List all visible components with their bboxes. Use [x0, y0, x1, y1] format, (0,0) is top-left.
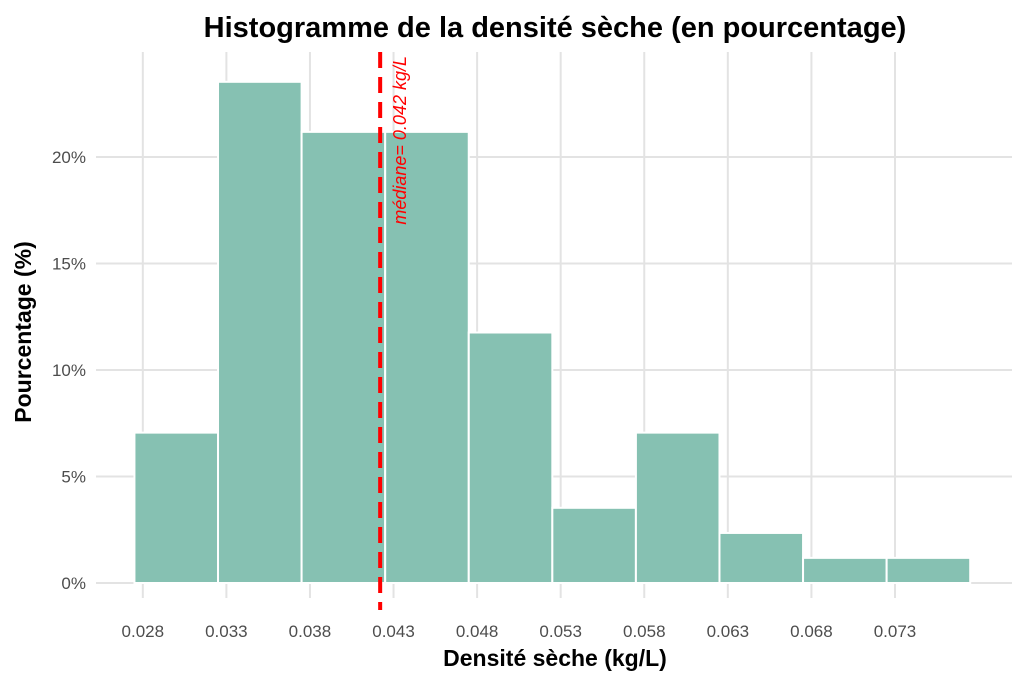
median-label: médiane= 0.042 kg/L	[390, 56, 410, 225]
histogram-bar	[300, 130, 387, 584]
histogram-bar	[384, 130, 470, 584]
histogram-bar	[551, 506, 637, 585]
histogram-bar	[718, 531, 805, 585]
x-tick-label: 0.033	[205, 622, 248, 641]
chart-title: Histogramme de la densité sèche (en pour…	[204, 12, 907, 44]
histogram-bar	[634, 431, 721, 585]
x-axis-ticks: 0.028 0.033 0.038 0.043 0.048 0.053 0.058 0.063…	[122, 622, 917, 641]
x-tick-label: 0.048	[456, 622, 499, 641]
x-tick-label: 0.038	[289, 622, 332, 641]
y-tick-label: 0%	[61, 574, 86, 593]
histogram-bar	[802, 556, 888, 585]
median-marker: médiane= 0.042 kg/L	[378, 52, 410, 610]
histogram-bar	[885, 556, 972, 585]
bars	[133, 80, 972, 585]
grid	[96, 52, 1012, 598]
x-tick-label: 0.028	[122, 622, 165, 641]
histogram-bar	[467, 331, 554, 584]
x-tick-label: 0.068	[790, 622, 833, 641]
x-axis-title: Densité sèche (kg/L)	[443, 645, 667, 671]
y-tick-label: 15%	[52, 255, 86, 274]
y-axis-ticks: 0% 5% 10% 15% 20%	[52, 148, 86, 593]
y-tick-label: 5%	[61, 468, 86, 487]
y-tick-label: 10%	[52, 361, 86, 380]
y-tick-label: 20%	[52, 148, 86, 167]
x-tick-label: 0.073	[874, 622, 917, 641]
x-tick-label: 0.058	[623, 622, 666, 641]
histogram-bar	[133, 431, 220, 585]
x-tick-label: 0.043	[372, 622, 415, 641]
x-tick-label: 0.063	[707, 622, 750, 641]
y-axis-title: Pourcentage (%)	[10, 241, 36, 422]
x-tick-label: 0.053	[539, 622, 582, 641]
histogram-bar	[217, 80, 303, 584]
